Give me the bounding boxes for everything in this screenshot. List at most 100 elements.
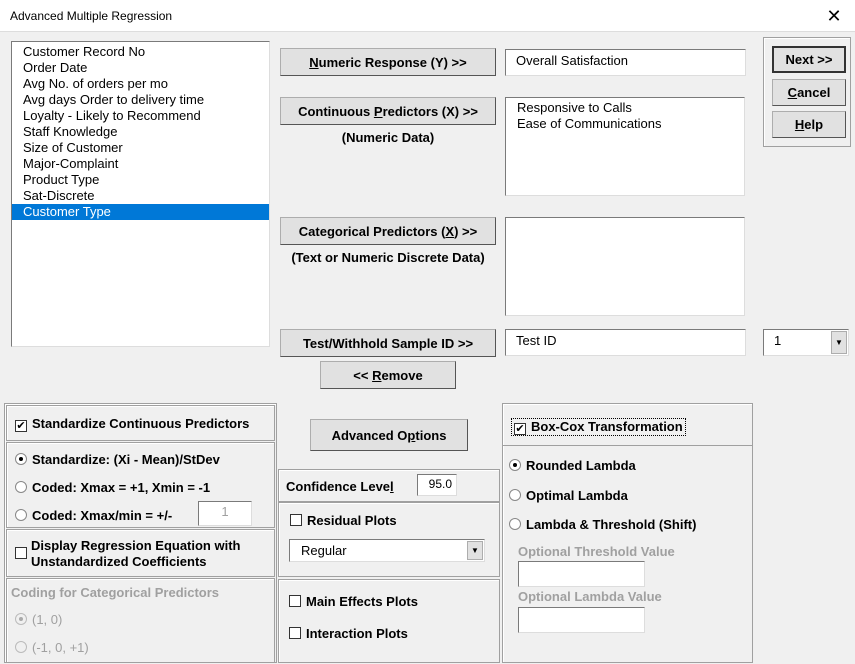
variable-list-item[interactable]: Loyalty - Likely to Recommend [23,108,201,123]
button-label: redictors (X) >> [382,103,478,119]
cancel-button[interactable]: Cancel [772,79,846,106]
radio-coding-10: (1, 0) [15,612,62,627]
confidence-label: Confidence Level [286,479,394,494]
lambda-label: Optional Lambda Value [518,589,662,604]
numeric-response-field[interactable]: Overall Satisfaction [505,49,746,76]
radio-icon[interactable] [509,489,521,501]
radio-coded-custom[interactable]: Coded: Xmax/min = +/- [15,508,172,523]
next-button[interactable]: Next >> [772,46,846,73]
boxcox-header [502,403,753,446]
variable-list-item[interactable]: Sat-Discrete [23,188,95,203]
radio-icon[interactable] [509,518,521,530]
radio-icon[interactable] [15,453,27,465]
variable-list[interactable]: Customer Record No Order Date Avg No. of o… [11,41,270,347]
close-icon[interactable]: ✕ [826,6,842,26]
variable-list-item[interactable]: Major-Complaint [23,156,119,171]
continuous-predictors-button[interactable]: Continuous Predictors (X) >> [280,97,496,125]
checkbox-label: Main Effects Plots [306,594,418,609]
continuous-predictor-item[interactable]: Ease of Communications [517,116,662,131]
categorical-data-note: (Text or Numeric Discrete Data) [291,250,485,265]
checkbox-icon[interactable] [290,514,302,526]
button-label: Categorical Predictors ( [298,223,446,239]
radio-icon[interactable] [15,481,27,493]
checkbox-label: Display Regression Equation with [31,538,241,553]
standardize-checkbox[interactable]: ✔ Standardize Continuous Predictors [15,416,249,432]
accel-key: R [372,367,382,383]
radio-coded-pm1[interactable]: Coded: Xmax = +1, Xmin = -1 [15,480,210,495]
interaction-plots-checkbox[interactable]: Interaction Plots [289,626,408,641]
checkbox-icon[interactable] [289,595,301,607]
button-label: tions [415,427,447,443]
continuous-predictor-item[interactable]: Responsive to Calls [517,100,632,115]
radio-icon[interactable] [509,459,521,471]
remove-button[interactable]: << Remove [320,361,456,389]
continuous-predictors-list[interactable]: Responsive to Calls Ease of Communication… [505,97,745,196]
title-bar: Advanced Multiple Regression ✕ [0,0,855,32]
variable-list-item[interactable]: Product Type [23,172,100,187]
coding-label: Coding for Categorical Predictors [11,585,220,600]
standardize-group [6,405,275,441]
test-id-value-combo[interactable]: 1 ▼ [763,329,849,356]
chevron-down-icon[interactable]: ▼ [831,331,847,354]
button-label: elp [804,117,824,132]
radio-label: Rounded Lambda [526,458,636,473]
radio-label: Lambda & Threshold (Shift) [526,517,697,532]
variable-list-item[interactable]: Staff Knowledge [23,124,118,139]
accel-key: X [445,223,455,239]
main-effects-checkbox[interactable]: Main Effects Plots [289,594,418,609]
coding-group [6,578,275,663]
button-label: ancel [797,85,831,100]
categorical-predictors-list[interactable] [505,217,745,316]
residual-group [278,502,500,577]
radio-standardize[interactable]: Standardize: (Xi - Mean)/StDev [15,452,220,467]
threshold-label: Optional Threshold Value [518,544,675,559]
variable-list-item[interactable]: Customer Record No [23,44,146,59]
radio-icon [15,613,27,625]
radio-optimal-lambda[interactable]: Optimal Lambda [509,488,628,503]
radio-lambda-threshold[interactable]: Lambda & Threshold (Shift) [509,517,696,532]
test-sample-id-field[interactable]: Test ID [505,329,746,356]
checkbox-label: Interaction Plots [306,626,408,641]
window-title: Advanced Multiple Regression [10,9,173,23]
residual-type-select[interactable]: Regular ▼ [289,539,485,562]
variable-list-item[interactable]: Customer Type [12,204,269,220]
numeric-response-button[interactable]: Numeric Response (Y) >> [280,48,496,76]
standardize-method-group [6,442,275,528]
lambda-input[interactable] [518,607,645,633]
radio-icon [15,641,27,653]
coded-range-input[interactable]: 1 [198,501,252,526]
help-button[interactable]: Help [772,111,846,138]
radio-label: (-1, 0, +1) [32,640,89,655]
button-label: ) >> [454,223,478,239]
boxcox-checkbox[interactable]: ✔ Box-Cox Transformation [511,418,686,436]
checkbox-icon[interactable]: ✔ [514,423,526,435]
advanced-options-button[interactable]: Advanced Options [310,419,468,451]
accel-key: C [787,85,798,100]
chevron-down-icon[interactable]: ▼ [467,541,483,560]
radio-label: Standardize: (Xi - Mean)/StDev [32,452,220,467]
select-value: Regular [301,543,347,558]
test-sample-id-button[interactable]: Test/Withhold Sample ID >> [280,329,496,357]
radio-coding-101: (-1, 0, +1) [15,640,89,655]
categorical-predictors-button[interactable]: Categorical Predictors (X) >> [280,217,496,245]
radio-rounded-lambda[interactable]: Rounded Lambda [509,458,636,473]
threshold-input[interactable] [518,561,645,587]
variable-list-item[interactable]: Avg days Order to delivery time [23,92,205,107]
label-text: Confidence Leve [286,479,391,494]
checkbox-icon[interactable] [15,547,27,559]
confidence-level-input[interactable]: 95.0 [417,474,457,496]
variable-list-item[interactable]: Size of Customer [23,140,123,155]
checkbox-icon[interactable] [289,627,301,639]
accel-key: N [309,54,319,70]
display-equation-checkbox[interactable]: Display Regression Equation with Unstanda… [15,538,240,570]
checkbox-icon[interactable]: ✔ [15,420,27,432]
checkbox-label: Box-Cox Transformation [531,419,683,434]
radio-icon[interactable] [15,509,27,521]
variable-list-item[interactable]: Avg No. of orders per mo [23,76,168,91]
accel-key: l [390,479,394,494]
variable-list-item[interactable]: Order Date [23,60,88,75]
checkbox-label: Standardize Continuous Predictors [32,416,250,431]
accel-key: P [373,103,383,119]
checkbox-label: Residual Plots [307,513,397,528]
residual-plots-checkbox[interactable]: Residual Plots [290,513,397,528]
